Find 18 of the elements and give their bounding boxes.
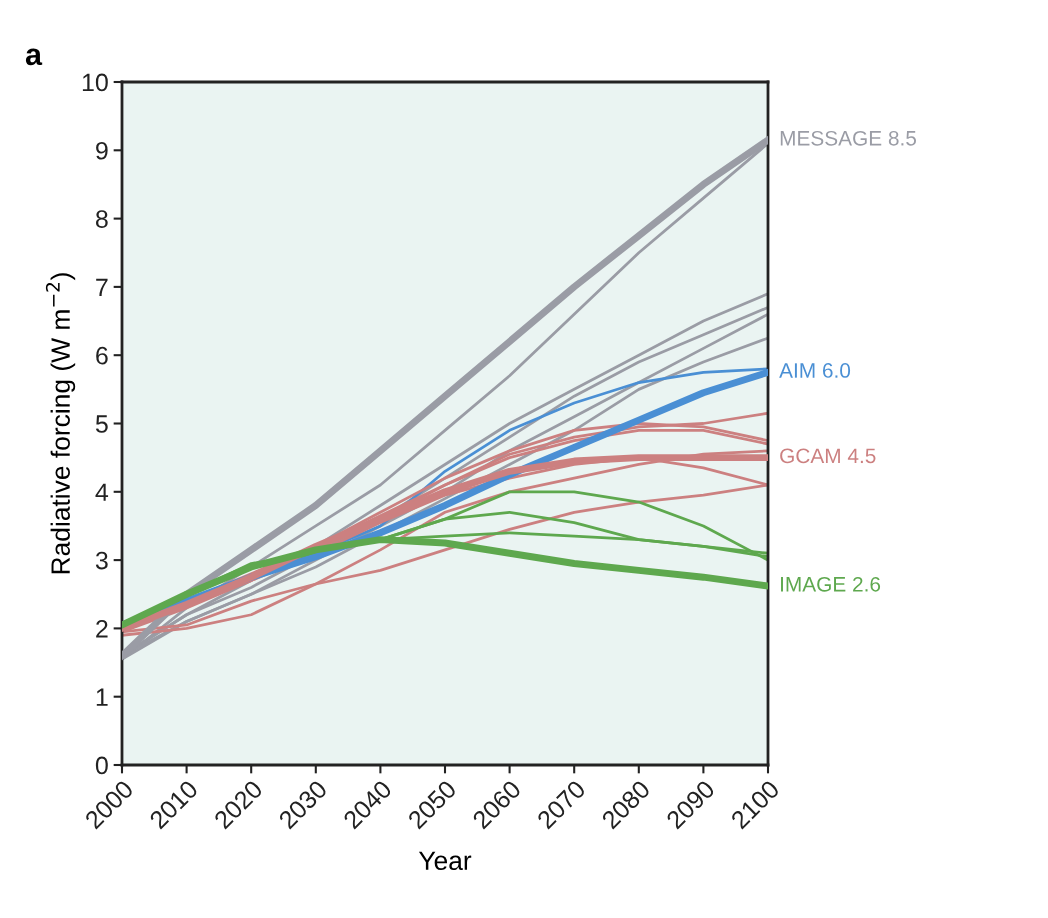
text: a: [25, 48, 43, 66]
y-tick-label: 0: [95, 756, 108, 775]
series-label: GCAM 4.5: [780, 448, 876, 464]
series-label: AIM 6.0: [779, 363, 851, 378]
y-tick-label: 3: [95, 551, 108, 570]
y-tick-label: 8: [95, 210, 108, 228]
y-tick-label: 10: [82, 73, 108, 92]
y-tick-label: 2: [96, 620, 108, 638]
y-tick-label: 7: [96, 278, 108, 296]
series-label: MESSAGE 8.5: [780, 130, 917, 146]
y-tick-label: 5: [95, 415, 108, 433]
y-tick-label: 9: [96, 141, 108, 160]
x-axis-title: Year: [418, 851, 472, 871]
series-label: IMAGE 2.6: [781, 576, 881, 592]
y-tick-label: 4: [95, 483, 109, 501]
y-tick-label: 1: [96, 688, 108, 706]
y-axis-title: Radiative forcing (W m$^{−2}$): [45, 273, 76, 574]
y-tick-label: 6: [96, 346, 108, 365]
